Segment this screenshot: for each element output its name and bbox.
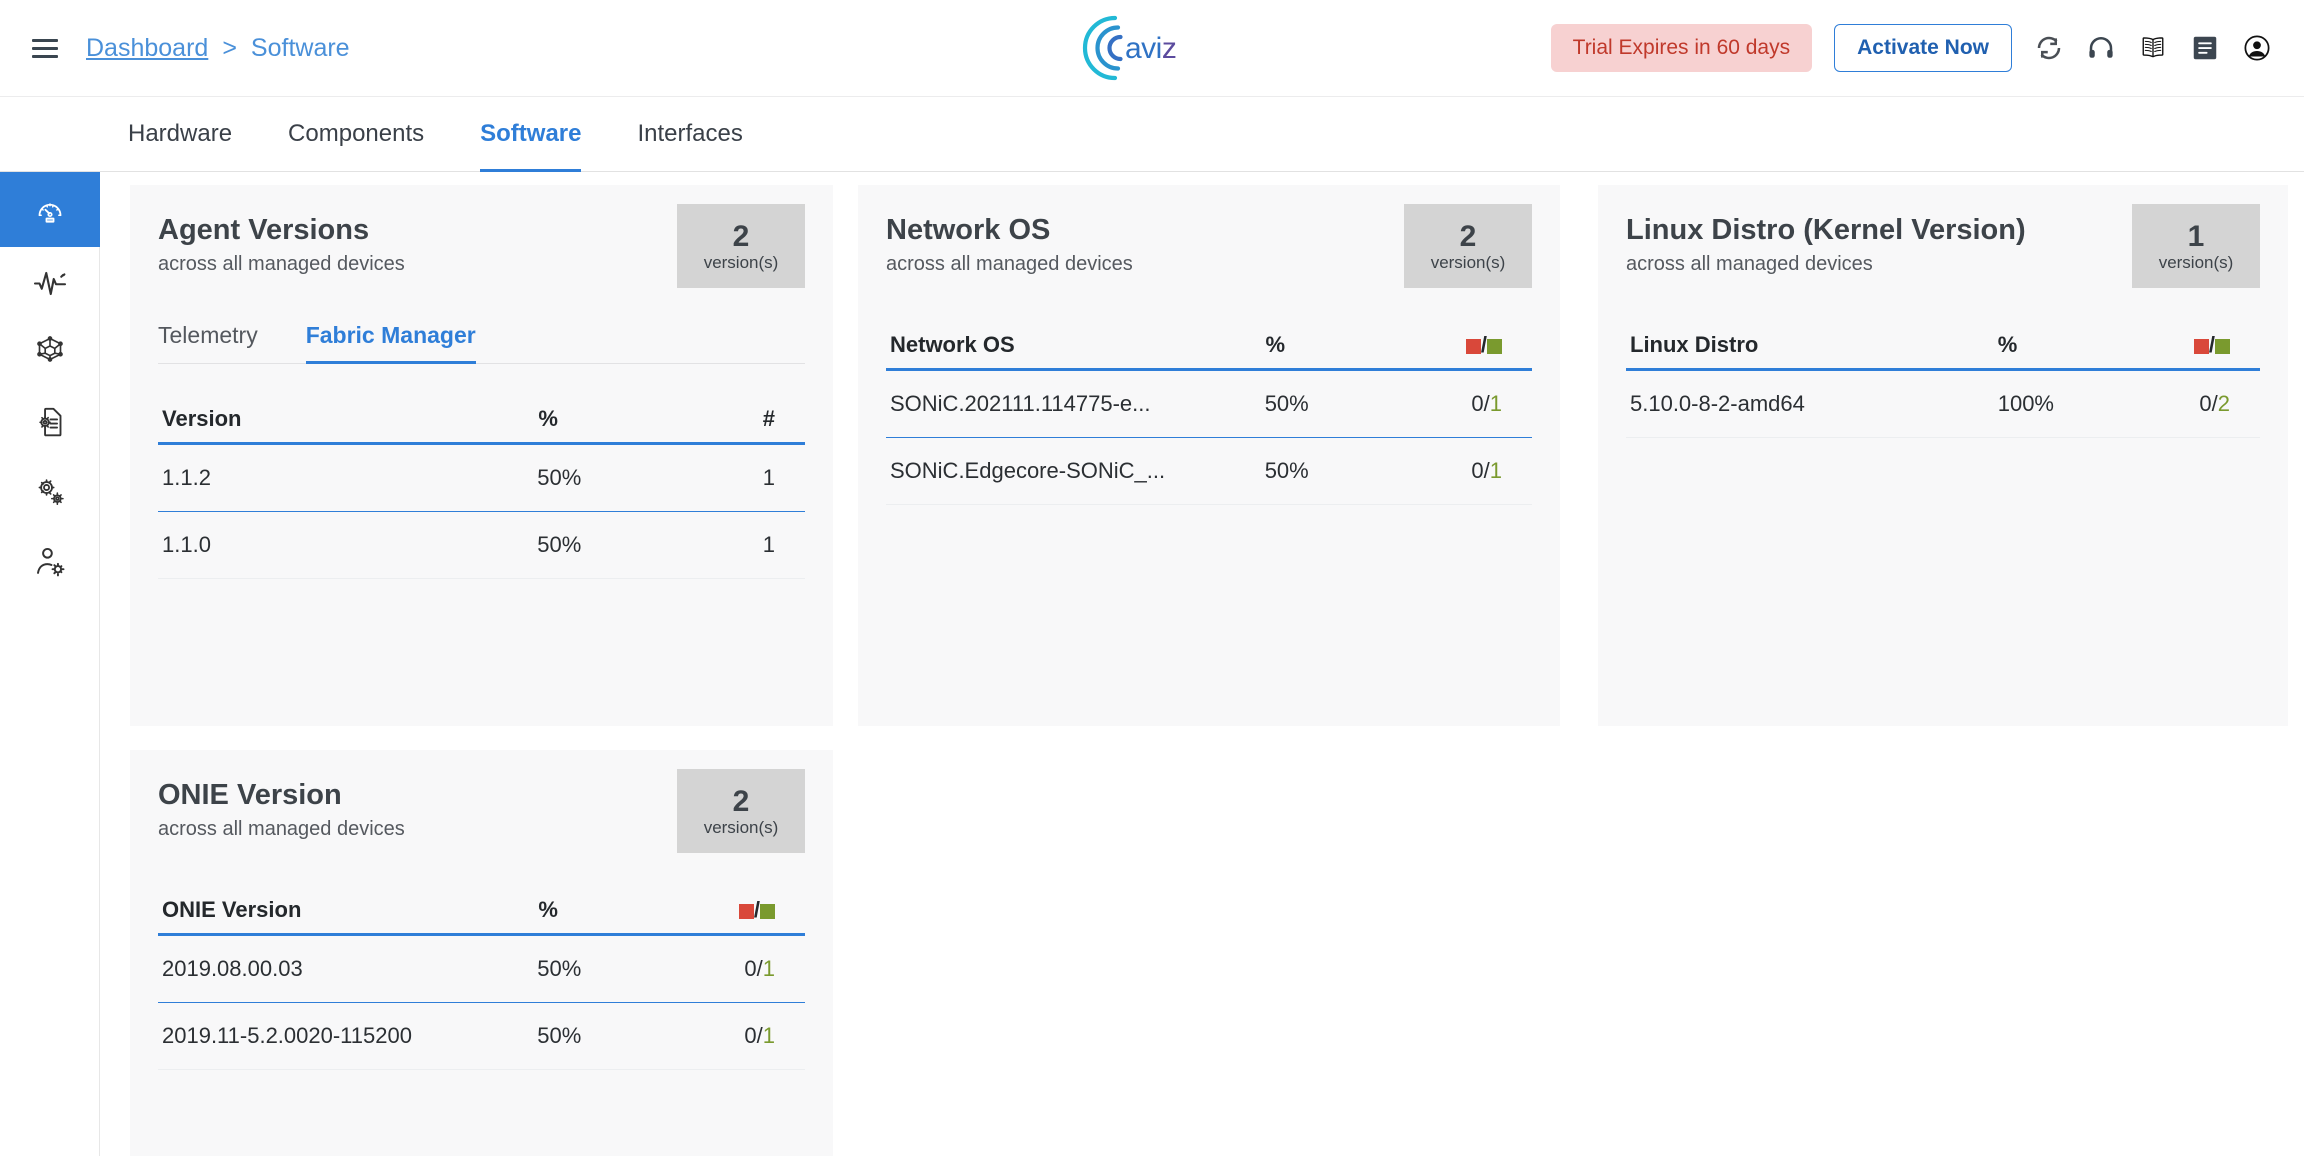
svg-text:aviz: aviz [1125,32,1176,65]
